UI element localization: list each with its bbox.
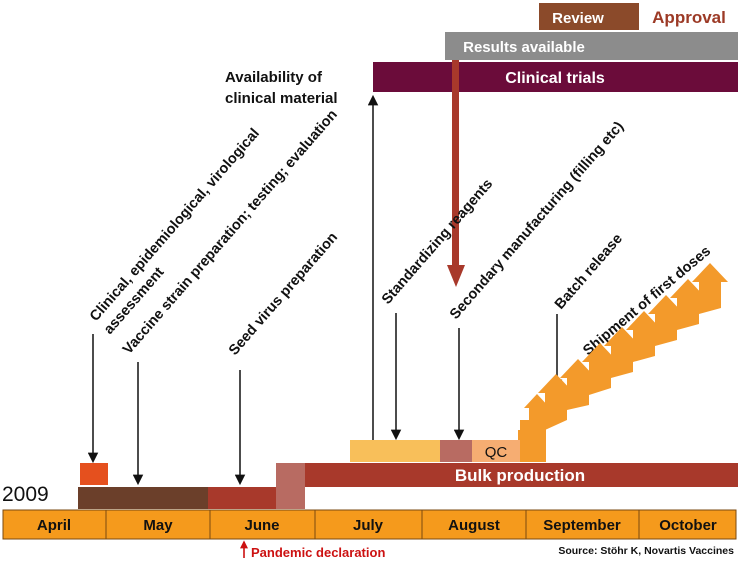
- month-label-august: August: [448, 517, 500, 534]
- source-label: Source: Stöhr K, Novartis Vaccines: [558, 545, 734, 557]
- month-cell-may: [105, 509, 211, 540]
- year-label: 2009: [2, 483, 49, 506]
- qc-label: QC: [485, 444, 508, 461]
- stair-base: [520, 420, 546, 462]
- stair-3: [560, 359, 596, 410]
- review-bar: [539, 3, 639, 30]
- secondary-manufacturing-label: Secondary manufacturing (filling etc): [447, 119, 627, 323]
- month-cell-october: [638, 509, 737, 540]
- results-down-arrow-shaft: [452, 60, 459, 265]
- seed-virus-label: Seed virus preparation: [226, 230, 341, 359]
- stair-2: [538, 374, 574, 430]
- results-down-arrow-head: [447, 265, 465, 287]
- availability-label-line1: Availability of: [225, 69, 323, 86]
- month-label-september: September: [543, 517, 621, 534]
- availability-label-line2: clinical material: [225, 90, 338, 107]
- seed-virus-bar: [208, 487, 276, 509]
- month-timeline: April May June July August September Oct…: [2, 509, 737, 540]
- results-available-bar: [445, 32, 738, 60]
- month-cell-july: [314, 509, 423, 540]
- qc-bar: [472, 440, 520, 462]
- month-label-may: May: [143, 517, 173, 534]
- batch-release-label: Batch release: [552, 231, 626, 313]
- month-label-october: October: [659, 517, 717, 534]
- shipment-staircase: [518, 263, 728, 462]
- pandemic-label: Pandemic declaration: [251, 545, 385, 560]
- stair-6: [626, 311, 662, 362]
- review-label: Review: [552, 10, 604, 27]
- stair-4: [582, 343, 618, 395]
- vaccine-strain-bar: [78, 487, 208, 509]
- approval-label: Approval: [652, 8, 726, 27]
- stair-5: [604, 327, 640, 378]
- secondary-bar: [440, 440, 472, 462]
- month-label-july: July: [353, 517, 384, 534]
- clinical-assessment-bar: [80, 463, 108, 485]
- bulk-production-bar: [305, 463, 738, 487]
- stair-8: [670, 279, 706, 330]
- results-available-label: Results available: [463, 39, 585, 56]
- month-cell-june: [209, 509, 316, 540]
- standardizing-bar: [350, 440, 440, 462]
- clinical-trials-label: Clinical trials: [505, 70, 605, 87]
- vaccine-strain-label: Vaccine strain preparation; testing; eva…: [120, 107, 341, 358]
- bulk-production-label: Bulk production: [455, 466, 585, 485]
- month-label-april: April: [37, 517, 71, 534]
- transition-bar: [276, 463, 305, 509]
- stair-9: [692, 263, 728, 314]
- stair-7: [648, 295, 684, 346]
- month-cell-april: [2, 509, 107, 540]
- month-label-june: June: [244, 517, 279, 534]
- clinical-trials-bar: [373, 62, 738, 92]
